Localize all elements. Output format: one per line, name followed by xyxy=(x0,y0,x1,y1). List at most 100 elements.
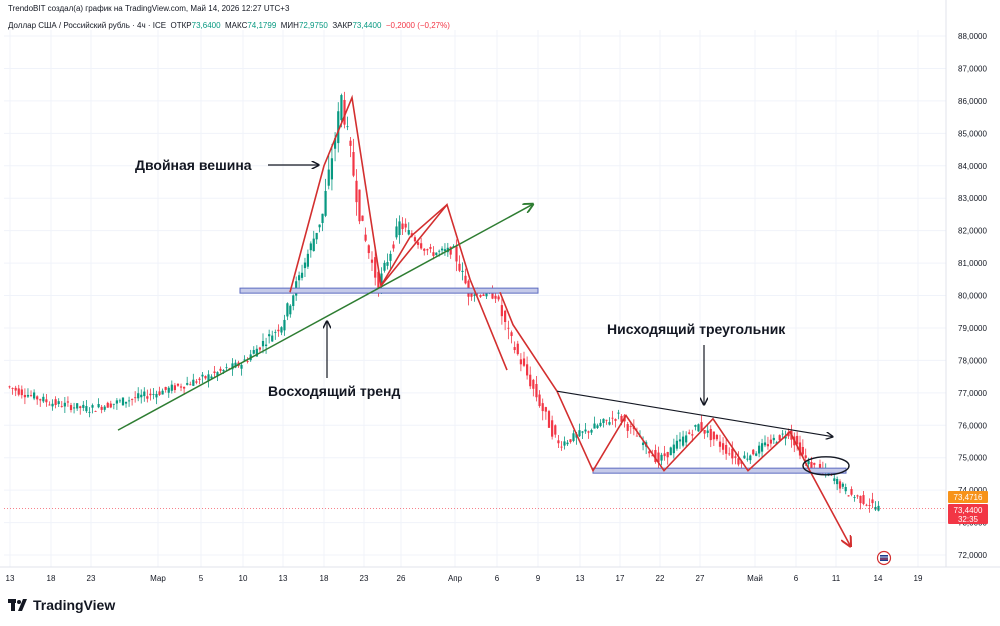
candle-body xyxy=(706,430,709,433)
candle-body xyxy=(749,455,752,461)
y-tick-label: 72,0000 xyxy=(958,551,987,560)
candle xyxy=(91,403,94,414)
candle xyxy=(207,370,210,388)
candle-body xyxy=(264,344,268,346)
candle-body xyxy=(769,439,772,444)
candle xyxy=(721,437,725,455)
symbol-info: Доллар США / Российский рубль · 4ч · ICE… xyxy=(8,21,450,30)
candle-body xyxy=(602,418,605,423)
candle xyxy=(137,387,140,402)
candle xyxy=(578,423,581,437)
candle xyxy=(426,248,429,256)
candle-body xyxy=(33,392,36,399)
annotation-ascending-trend: Восходящий тренд xyxy=(268,383,401,399)
candle xyxy=(608,417,611,426)
candle xyxy=(352,138,355,178)
candle-body xyxy=(865,504,868,506)
symbol-name[interactable]: Доллар США / Российский рубль · 4ч · ICE xyxy=(8,21,167,30)
candle xyxy=(648,450,651,458)
tradingview-logo-icon xyxy=(8,598,28,612)
candle xyxy=(186,376,189,386)
candle-body xyxy=(173,385,176,391)
candle xyxy=(581,431,584,439)
candle xyxy=(225,363,228,372)
candle-body xyxy=(752,449,755,455)
x-tick-label: 13 xyxy=(279,574,288,583)
candle xyxy=(836,476,839,491)
candle xyxy=(312,230,315,252)
candle-body xyxy=(818,464,822,469)
candle xyxy=(8,385,11,389)
candle-body xyxy=(292,295,295,307)
candle-body xyxy=(26,394,30,397)
y-tick-label: 83,0000 xyxy=(958,194,987,203)
price-tag-countdown: 32:35 xyxy=(958,515,979,524)
candle-body xyxy=(167,387,170,393)
tradingview-logo[interactable]: TradingView xyxy=(8,597,115,613)
candle xyxy=(877,501,880,512)
candle xyxy=(429,243,432,253)
candle xyxy=(118,398,122,403)
candle xyxy=(51,399,54,411)
candle xyxy=(566,439,569,447)
candle xyxy=(841,482,844,489)
candle xyxy=(494,291,497,303)
candle xyxy=(300,264,304,281)
open-label: ОТКР xyxy=(170,21,192,30)
candle xyxy=(143,387,146,402)
candle-body xyxy=(532,379,535,389)
candle xyxy=(535,375,538,402)
price-tag-last-bg xyxy=(948,504,988,524)
candle-body xyxy=(590,430,593,433)
candle-body xyxy=(42,396,45,402)
candle xyxy=(709,425,712,448)
candle xyxy=(386,253,389,270)
y-tick-label: 79,0000 xyxy=(958,324,987,333)
candle-body xyxy=(810,461,813,469)
candle xyxy=(420,237,423,250)
candle xyxy=(666,451,669,465)
candle-body xyxy=(737,458,740,465)
breakdown-highlight-ellipse xyxy=(802,456,850,476)
x-tick-label: 18 xyxy=(320,574,329,583)
candle-body xyxy=(60,406,63,407)
candle xyxy=(72,402,76,414)
y-tick-label: 82,0000 xyxy=(958,227,987,236)
candle xyxy=(36,395,39,405)
candle-body xyxy=(781,433,784,435)
level-resistance-80 xyxy=(239,287,539,294)
descending-resistance-line xyxy=(556,390,832,436)
candle-body xyxy=(17,388,20,395)
candle xyxy=(26,388,30,398)
candle-body xyxy=(11,387,14,389)
candle xyxy=(321,213,324,232)
candle-body xyxy=(340,95,343,121)
candle-body xyxy=(522,358,526,366)
candle-body xyxy=(516,343,519,355)
x-tick-label: 6 xyxy=(495,574,500,583)
candle xyxy=(868,498,871,513)
candle xyxy=(766,436,770,450)
candle-body xyxy=(246,360,249,362)
candle-body xyxy=(413,237,417,242)
candle xyxy=(746,452,749,462)
candle-body xyxy=(672,444,675,454)
candle-body xyxy=(94,411,97,412)
candle xyxy=(389,250,392,271)
candle xyxy=(29,390,33,398)
candle-body xyxy=(333,138,337,149)
candle-body xyxy=(349,140,352,146)
candle xyxy=(504,309,507,331)
candle xyxy=(292,294,295,311)
candle-body xyxy=(455,246,458,262)
candle-body xyxy=(100,406,103,410)
candle-body xyxy=(629,426,632,428)
candle-body xyxy=(283,319,286,331)
candle xyxy=(161,388,164,395)
candle xyxy=(718,434,722,453)
candle-body xyxy=(734,456,737,458)
candle xyxy=(685,431,688,447)
candle-body xyxy=(859,495,862,504)
candle-body xyxy=(423,248,426,251)
